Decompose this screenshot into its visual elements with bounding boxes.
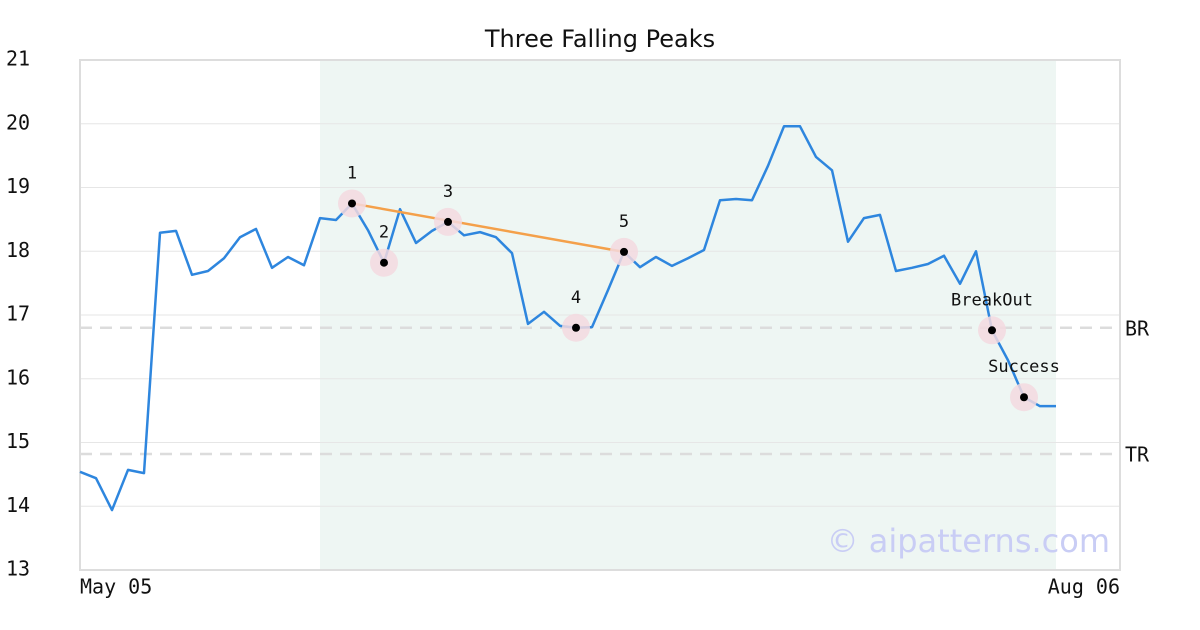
pattern-point — [348, 199, 356, 208]
pattern-point — [1020, 393, 1028, 402]
y-tick-label: 13 — [6, 557, 30, 581]
y-tick-label: 15 — [6, 429, 30, 453]
level-label: BR — [1125, 316, 1150, 340]
x-tick-label: Aug 06 — [1048, 575, 1120, 599]
y-tick-label: 17 — [6, 302, 30, 326]
y-tick-label: 19 — [6, 174, 30, 198]
point-label: 5 — [619, 212, 629, 232]
pattern-point — [620, 247, 628, 256]
point-label: 4 — [571, 288, 581, 308]
chart-title: Three Falling Peaks — [484, 25, 715, 53]
y-tick-label: 21 — [6, 47, 30, 71]
point-label: Success — [988, 357, 1060, 377]
point-label: 1 — [347, 163, 357, 183]
y-tick-label: 20 — [6, 110, 30, 134]
y-tick-label: 16 — [6, 365, 30, 389]
point-label: 3 — [443, 182, 453, 202]
pattern-point — [380, 258, 388, 267]
point-label: BreakOut — [951, 290, 1033, 310]
watermark: © aipatterns.com — [827, 522, 1110, 560]
level-label: TR — [1125, 442, 1150, 466]
pattern-point — [988, 326, 996, 335]
trendline — [351, 202, 625, 254]
point-label: 2 — [379, 223, 389, 243]
x-tick-label: May 05 — [80, 575, 152, 599]
y-tick-label: 14 — [6, 493, 30, 517]
pattern-point — [572, 323, 580, 332]
pattern-point — [444, 217, 452, 226]
plot-frame — [79, 59, 1121, 571]
y-tick-label: 18 — [6, 238, 30, 262]
